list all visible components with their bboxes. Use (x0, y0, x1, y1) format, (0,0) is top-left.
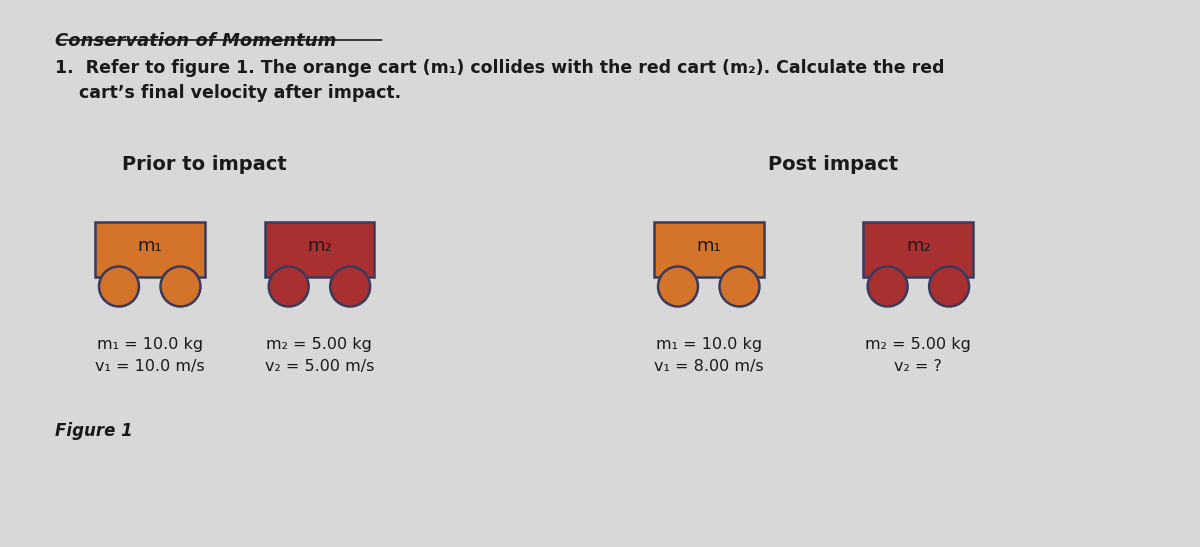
Circle shape (868, 266, 907, 306)
Text: Figure 1: Figure 1 (55, 422, 133, 440)
FancyBboxPatch shape (264, 222, 374, 276)
Circle shape (269, 266, 308, 306)
Text: m₁ = 10.0 kg
v₁ = 10.0 m/s: m₁ = 10.0 kg v₁ = 10.0 m/s (95, 337, 204, 374)
Text: m₁: m₁ (696, 237, 721, 255)
Text: m₂ = 5.00 kg
v₂ = 5.00 m/s: m₂ = 5.00 kg v₂ = 5.00 m/s (265, 337, 374, 374)
Circle shape (330, 266, 370, 306)
FancyBboxPatch shape (654, 222, 763, 276)
Circle shape (658, 266, 698, 306)
Text: Post impact: Post impact (768, 155, 899, 174)
Text: m₁: m₁ (137, 237, 162, 255)
Text: m₂: m₂ (906, 237, 931, 255)
Circle shape (100, 266, 139, 306)
Text: 1.  Refer to figure 1. The orange cart (m₁) collides with the red cart (m₂). Cal: 1. Refer to figure 1. The orange cart (m… (55, 59, 944, 102)
Text: m₂: m₂ (307, 237, 332, 255)
Text: Conservation of Momentum: Conservation of Momentum (55, 32, 336, 50)
FancyBboxPatch shape (95, 222, 205, 276)
Text: m₂ = 5.00 kg
v₂ = ?: m₂ = 5.00 kg v₂ = ? (865, 337, 971, 374)
Circle shape (929, 266, 970, 306)
FancyBboxPatch shape (864, 222, 973, 276)
Circle shape (161, 266, 200, 306)
Text: m₁ = 10.0 kg
v₁ = 8.00 m/s: m₁ = 10.0 kg v₁ = 8.00 m/s (654, 337, 763, 374)
Circle shape (720, 266, 760, 306)
Text: Prior to impact: Prior to impact (122, 155, 287, 174)
